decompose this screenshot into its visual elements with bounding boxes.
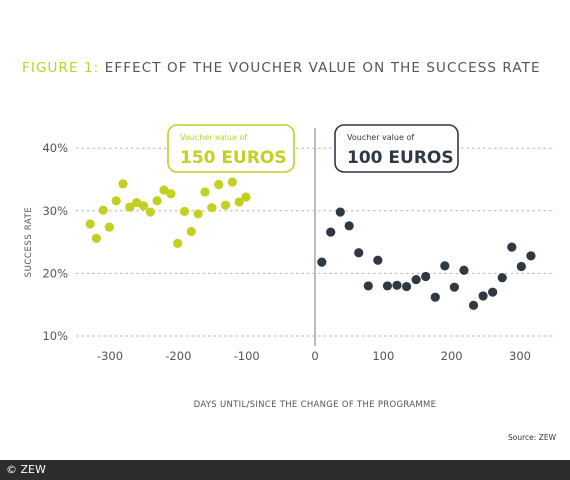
data-point-100-euros [516,261,526,272]
data-point-150-euros [207,203,217,213]
data-point-150-euros [138,201,149,211]
data-point-150-euros [132,198,142,208]
data-point-150-euros [118,179,128,189]
x-tick-label: 300 [509,349,531,363]
annotation-150-caption: Voucher value of [180,133,247,142]
data-point-150-euros [159,185,169,195]
annotation-100-value: 100 EUROS [347,148,454,168]
scatter-chart: 10% 20% 30% 40% -300 -200 -100 0 100 200 300 Vouc… [24,124,555,410]
data-point-100-euros [478,291,488,301]
data-point-150-euros [91,233,101,243]
annotation-150-box [167,124,295,173]
x-tick-label: -100 [234,349,260,363]
data-point-100-euros [440,261,450,271]
copyright-text: © ZEW [6,463,46,476]
y-tick-labels: 10% 20% 30% 40% [42,141,68,343]
data-point-150-euros [227,177,237,187]
data-point-100-euros [488,287,498,297]
data-point-100-euros [526,251,536,261]
data-point-100-euros [392,280,402,290]
data-point-150-euros [104,222,114,232]
data-point-100-euros [430,292,440,302]
x-tick-label: -200 [165,349,191,363]
x-tick-label: 100 [372,349,394,363]
x-tick-label: 200 [441,349,463,363]
data-point-100-euros [373,255,383,265]
data-point-150-euros [98,205,108,215]
source-note: Source: ZEW [508,433,556,442]
data-point-150-euros [234,197,244,207]
series-100-euros [317,207,536,310]
data-point-100-euros [317,257,327,267]
data-point-150-euros [179,206,190,217]
series-150-euros [85,177,251,248]
data-point-150-euros [111,196,121,206]
data-point-150-euros [85,219,95,229]
data-point-150-euros [145,207,155,217]
figure-number: FIGURE 1: [22,60,100,76]
data-point-100-euros [497,273,507,283]
x-tick-label: -300 [97,349,123,363]
data-point-150-euros [152,196,162,206]
annotation-100-caption: Voucher value of [347,133,414,142]
data-point-100-euros [411,275,421,285]
data-point-100-euros [354,248,364,258]
y-tick-label: 40% [42,141,68,155]
data-point-100-euros [382,281,393,291]
data-point-100-euros [459,265,469,275]
data-point-150-euros [220,200,231,210]
data-point-150-euros [193,209,203,219]
data-point-150-euros [186,226,196,237]
annotation-150-value: 150 EUROS [180,148,287,168]
y-tick-label: 20% [42,266,68,280]
x-tick-label: 0 [311,349,318,363]
data-point-150-euros [173,238,183,248]
data-point-150-euros [214,179,224,190]
y-tick-label: 10% [42,329,68,343]
data-point-100-euros [401,281,412,292]
copyright-bar: © ZEW [0,460,570,480]
data-point-100-euros [449,282,459,292]
data-point-100-euros [468,300,479,310]
data-point-100-euros [421,271,431,282]
annotation-150-euros: Voucher value of 150 EUROS [167,124,295,173]
data-point-150-euros [166,189,176,199]
data-point-100-euros [344,221,354,231]
data-point-100-euros [363,281,373,291]
y-axis-label: SUCCESS RATE [24,207,34,278]
x-axis-label: DAYS UNTIL/SINCE THE CHANGE OF THE PROGR… [194,400,437,410]
x-tick-labels: -300 -200 -100 0 100 200 300 [97,349,531,363]
data-point-100-euros [326,227,336,237]
data-point-100-euros [507,242,517,252]
figure-heading: FIGURE 1: EFFECT OF THE VOUCHER VALUE ON… [22,60,541,76]
figure-title: EFFECT OF THE VOUCHER VALUE ON THE SUCCE… [104,60,541,76]
data-point-150-euros [241,192,251,202]
data-point-150-euros [200,187,210,197]
annotation-100-euros: Voucher value of 100 EUROS [334,124,459,173]
data-point-100-euros [335,207,345,217]
annotation-100-box [334,124,459,173]
y-tick-label: 30% [42,204,68,218]
data-point-150-euros [125,202,135,212]
